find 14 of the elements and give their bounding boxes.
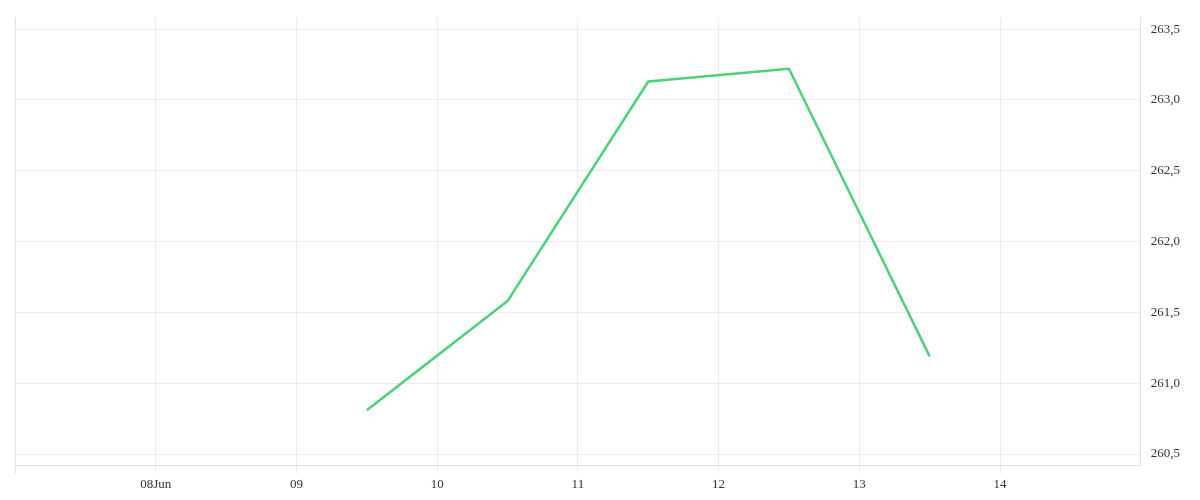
- y-tick-label: 263,5: [1150, 20, 1180, 36]
- y-tick-label: 261,0: [1150, 374, 1180, 390]
- y-tick-label: 263,0: [1150, 91, 1180, 107]
- x-tick-label: 10: [430, 475, 444, 491]
- x-tick-label: 08Jun: [140, 475, 172, 491]
- x-tick-label: 14: [993, 475, 1008, 491]
- y-tick-label: 262,5: [1150, 162, 1180, 178]
- x-tick-label: 13: [852, 475, 866, 491]
- x-tick-label: 09: [289, 475, 303, 491]
- y-tick-label: 260,5: [1150, 445, 1180, 461]
- x-tick-label: 11: [571, 475, 585, 491]
- y-tick-label: 262,0: [1150, 233, 1180, 249]
- y-tick-label: 261,5: [1150, 303, 1180, 319]
- x-tick-label: 12: [712, 475, 726, 491]
